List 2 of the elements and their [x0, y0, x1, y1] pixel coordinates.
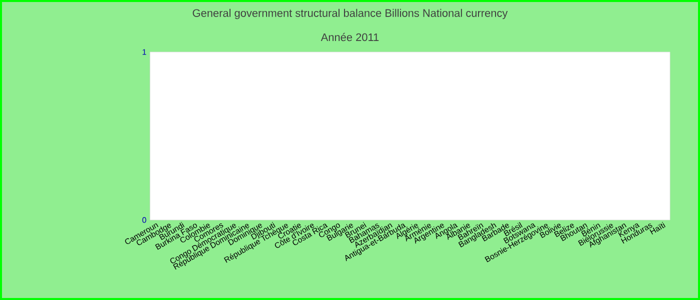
chart-subtitle: Année 2011	[320, 32, 379, 42]
chart-title: General government structural balance Billions National currency	[192, 8, 508, 20]
